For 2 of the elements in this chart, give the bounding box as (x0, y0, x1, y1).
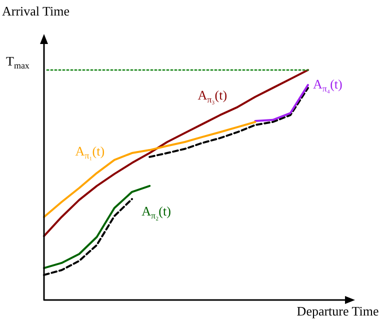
y-axis-title: Arrival Time (2, 3, 70, 18)
x-axis-title: Departure Time (296, 303, 379, 318)
